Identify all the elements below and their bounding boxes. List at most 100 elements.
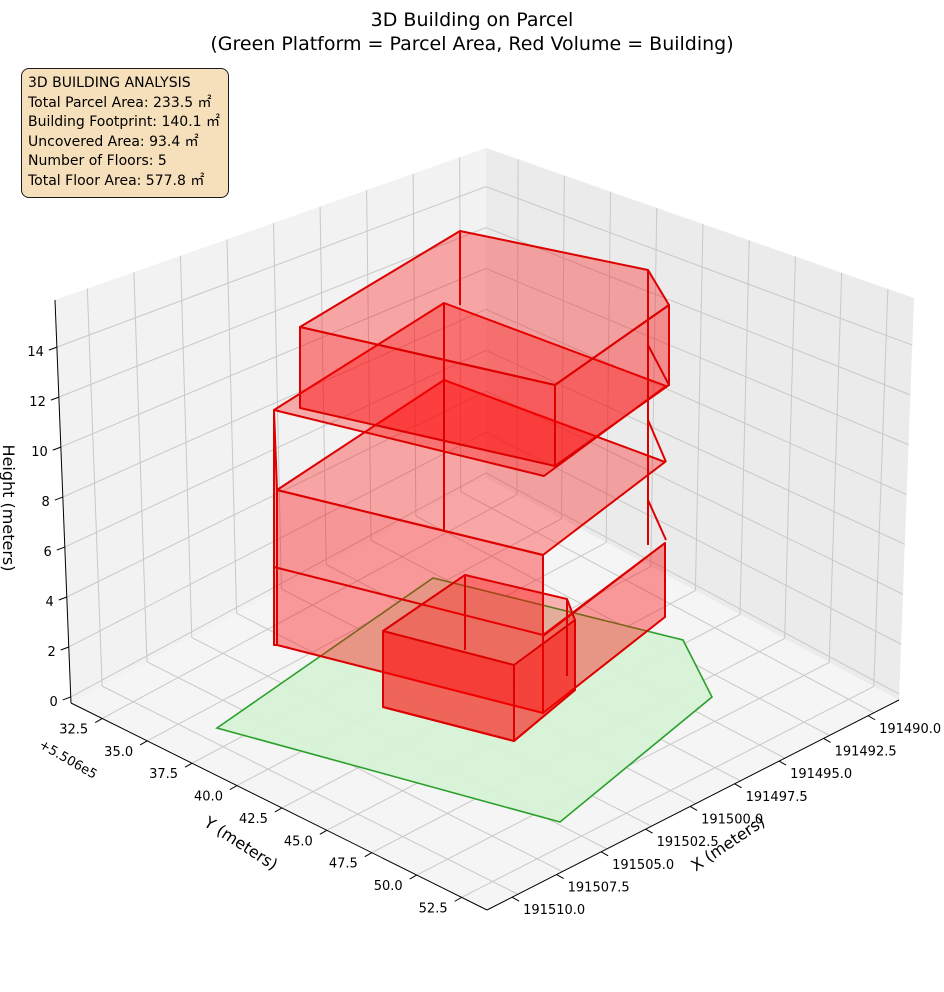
- y-tick-mark: [319, 829, 328, 835]
- y-tick-mark: [139, 740, 148, 746]
- grid-line-y-wall: [273, 222, 282, 589]
- building-edge: [647, 499, 667, 541]
- grid-line-z: [60, 267, 909, 448]
- chart-subtitle: (Green Platform = Parcel Area, Red Volum…: [210, 33, 733, 55]
- grid-line-z: [68, 431, 902, 648]
- data-polygons: [215, 230, 714, 823]
- grid-line-z: [56, 186, 913, 348]
- x-tick-mark: [556, 874, 564, 879]
- x-tick-mark: [511, 896, 520, 902]
- grid-line-y-wall: [226, 239, 238, 614]
- info-uncovered-area: Uncovered Area: 93.4 ㎡: [28, 133, 199, 150]
- y-tick-mark: [274, 807, 283, 813]
- building-edge: [647, 344, 670, 386]
- x-tick-label: 191490.0: [879, 722, 941, 737]
- building-left-edge: [273, 409, 278, 646]
- y-tick-label: 42.5: [239, 812, 268, 827]
- info-parcel-area: Total Parcel Area: 233.5 ㎡: [28, 94, 212, 111]
- z-axis-line: [54, 299, 72, 704]
- y-tick-label: 40.0: [194, 790, 223, 805]
- x-tick-mark: [778, 760, 787, 766]
- grid-line-z: [64, 349, 906, 548]
- y-tick-mark: [364, 852, 373, 858]
- grid-line-y-floor: [146, 518, 562, 742]
- grid-line-y-floor: [461, 686, 875, 898]
- z-tick-mark: [60, 646, 69, 651]
- grid-line-y-wall: [319, 206, 327, 565]
- building-floor-line: [273, 542, 666, 637]
- x-axis-line: [486, 699, 900, 911]
- y-tick-label: 47.5: [329, 857, 358, 872]
- y-tick-label: 32.5: [59, 723, 88, 738]
- info-floor-area: Total Floor Area: 577.8 ㎡: [28, 172, 205, 189]
- grid-lines: [56, 157, 913, 898]
- x-tick-mark: [689, 806, 698, 811]
- y-tick-mark: [184, 762, 193, 768]
- y-tick-label: 45.0: [284, 834, 313, 849]
- x-tick-mark: [645, 828, 653, 834]
- x-tick-mark: [867, 715, 876, 721]
- building-ground-side: [513, 619, 576, 742]
- x-tick-mark: [734, 783, 742, 789]
- grid-line-y-wall: [133, 272, 148, 662]
- grid-line-z: [70, 472, 900, 698]
- y-tick-mark: [409, 874, 417, 880]
- x-tick-label: 191495.0: [790, 767, 852, 782]
- grid-line-y-wall: [86, 288, 103, 687]
- tick-labels: 32.5 35.0 37.5 40.0 42.5 45.0 47.5 50.0 52.5 1914…: [27, 345, 941, 918]
- grid-line-x-floor: [146, 661, 563, 873]
- building-edge: [647, 419, 667, 463]
- x-tick-label: 191492.5: [835, 744, 897, 759]
- y-tick-mark: [454, 896, 462, 902]
- x-tick-mark: [600, 851, 609, 857]
- info-building-footprint: Building Footprint: 140.1 ㎡: [28, 114, 221, 130]
- x-tick-label: 191505.0: [612, 858, 674, 873]
- grid-line-y-wall: [179, 255, 193, 638]
- z-tick-mark: [54, 496, 63, 501]
- info-box: 3D BUILDING ANALYSIS Total Parcel Area: …: [21, 68, 229, 198]
- parcel-platform: [215, 577, 714, 823]
- x-tick-mark: [823, 737, 831, 743]
- axis-lines: [54, 299, 900, 911]
- grid-line-x-wall: [605, 191, 612, 543]
- grid-line-y-wall: [412, 173, 417, 517]
- x-tick-label: 191510.0: [523, 903, 585, 918]
- z-tick-label: 12: [29, 395, 46, 410]
- y-tick-label: 52.5: [419, 901, 448, 916]
- z-tick-label: 14: [27, 345, 44, 360]
- z-tick-mark: [48, 346, 58, 351]
- grid-line-x-wall: [739, 240, 750, 615]
- grid-line-x-wall: [828, 272, 843, 663]
- y-axis-offset: +5.506e5: [36, 737, 99, 782]
- pane-right-wall: [486, 148, 914, 700]
- grid-line-x-floor: [101, 685, 519, 895]
- grid-line-x-wall: [784, 256, 796, 639]
- z-tick-mark: [56, 546, 65, 551]
- z-tick-label: 10: [31, 445, 48, 460]
- z-axis-label: Height (meters): [0, 445, 18, 572]
- y-axis-line: [70, 702, 488, 911]
- grid-line-x-wall: [873, 288, 889, 687]
- pane-left-wall: [55, 148, 486, 703]
- z-tick-mark: [58, 596, 67, 601]
- z-tick-label: 4: [46, 595, 54, 610]
- z-tick-label: 2: [47, 645, 55, 660]
- grid-line-x-wall: [694, 224, 704, 591]
- y-tick-label: 50.0: [374, 879, 403, 894]
- z-tick-label: 0: [49, 695, 57, 710]
- x-tick-label: 191507.5: [568, 881, 630, 896]
- z-tick-mark: [50, 396, 60, 401]
- grid-line-x-wall: [516, 159, 519, 495]
- x-tick-label: 191500.0: [701, 812, 763, 827]
- grid-line-y-wall: [459, 157, 462, 492]
- grid-line-y-wall: [366, 190, 372, 541]
- grid-line-x-floor: [460, 491, 875, 714]
- z-tick-label: 6: [44, 545, 52, 560]
- y-tick-mark: [94, 718, 103, 723]
- grid-line-z: [58, 226, 911, 398]
- y-tick-mark: [229, 785, 238, 791]
- z-tick-label: 8: [42, 495, 50, 510]
- y-tick-label: 37.5: [149, 767, 178, 782]
- grid-line-z: [62, 308, 907, 498]
